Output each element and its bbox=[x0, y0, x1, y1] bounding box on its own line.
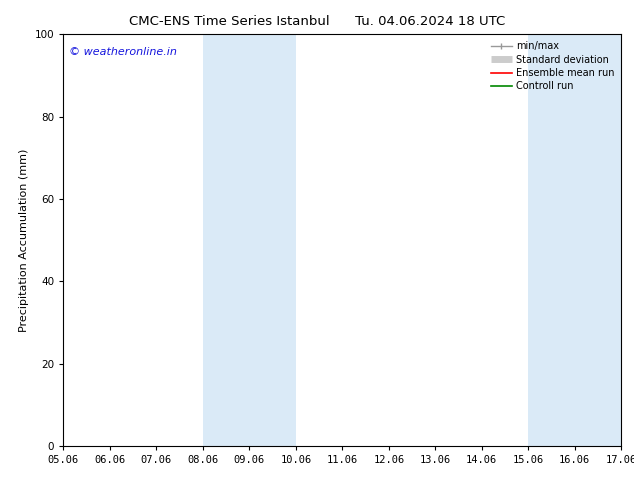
Bar bbox=[203, 34, 296, 446]
Text: CMC-ENS Time Series Istanbul      Tu. 04.06.2024 18 UTC: CMC-ENS Time Series Istanbul Tu. 04.06.2… bbox=[129, 15, 505, 28]
Legend: min/max, Standard deviation, Ensemble mean run, Controll run: min/max, Standard deviation, Ensemble me… bbox=[487, 37, 618, 95]
Y-axis label: Precipitation Accumulation (mm): Precipitation Accumulation (mm) bbox=[19, 148, 29, 332]
Text: © weatheronline.in: © weatheronline.in bbox=[69, 47, 177, 57]
Bar bbox=[528, 34, 621, 446]
